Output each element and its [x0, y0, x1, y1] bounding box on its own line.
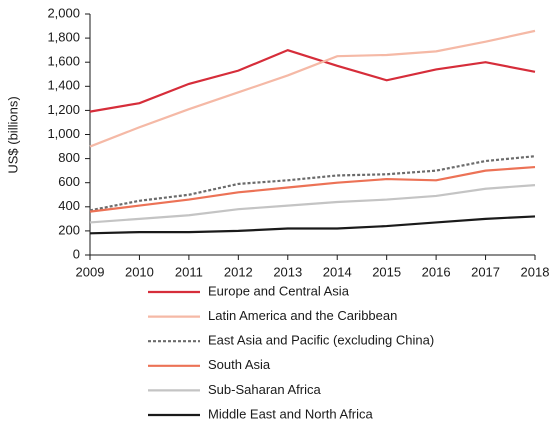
series-line	[89, 155, 536, 212]
y-axis-label: US$ (billions)	[5, 96, 20, 173]
legend-label: Sub-Saharan Africa	[208, 382, 322, 397]
series-line	[89, 165, 536, 213]
series-line	[89, 215, 536, 235]
legend-label: Europe and Central Asia	[208, 283, 350, 298]
x-tick-label: 2017	[471, 264, 500, 279]
series-line	[89, 29, 536, 148]
y-tick-label: 2,000	[47, 5, 80, 20]
y-tick-label: 800	[58, 150, 80, 165]
legend-label: Latin America and the Caribbean	[208, 308, 397, 323]
legend-label: South Asia	[208, 357, 271, 372]
y-tick-label: 0	[73, 246, 80, 261]
y-tick-label: 1,800	[47, 30, 80, 45]
x-tick-label: 2014	[323, 264, 352, 279]
series-line	[89, 184, 536, 224]
legend-label: Middle East and North Africa	[208, 406, 374, 421]
x-tick-label: 2013	[273, 264, 302, 279]
x-tick-label: 2015	[372, 264, 401, 279]
x-tick-label: 2012	[224, 264, 253, 279]
y-tick-label: 1,600	[47, 54, 80, 69]
series-line	[89, 48, 536, 113]
y-tick-label: 400	[58, 198, 80, 213]
y-tick-label: 200	[58, 222, 80, 237]
x-tick-label: 2009	[76, 264, 105, 279]
x-tick-label: 2011	[175, 264, 203, 279]
y-tick-label: 1,200	[47, 102, 80, 117]
y-tick-label: 1,000	[47, 126, 80, 141]
x-tick-label: 2010	[125, 264, 154, 279]
x-tick-label: 2016	[422, 264, 451, 279]
legend-label: East Asia and Pacific (excluding China)	[208, 333, 434, 348]
x-tick-label: 2018	[521, 264, 550, 279]
y-tick-label: 1,400	[47, 78, 80, 93]
y-tick-label: 600	[58, 174, 80, 189]
